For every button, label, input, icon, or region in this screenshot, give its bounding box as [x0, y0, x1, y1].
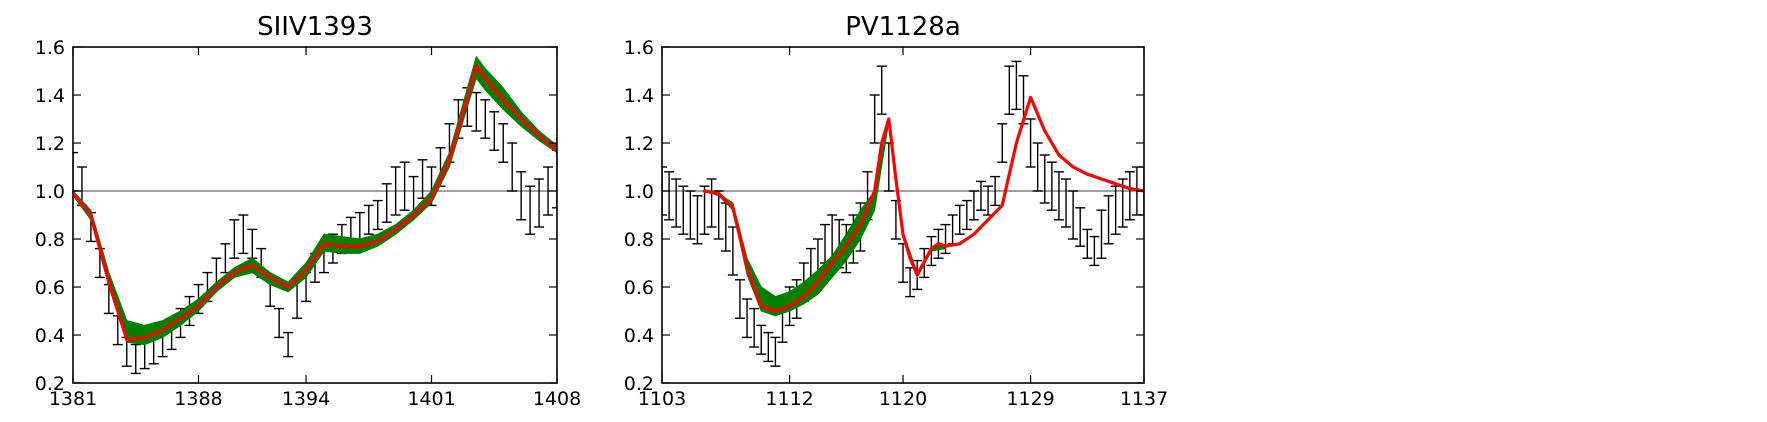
x-tick-label: 1401	[407, 388, 455, 410]
data-point	[1139, 166, 1144, 216]
data-point	[756, 324, 767, 355]
data-point	[130, 343, 141, 375]
data-point	[961, 199, 972, 231]
model-line	[73, 64, 557, 342]
y-tick-label: 1.6	[35, 37, 65, 59]
data-point	[274, 307, 285, 339]
y-tick-label: 1.0	[624, 181, 654, 203]
data-point	[1103, 195, 1114, 245]
data-point	[749, 307, 760, 348]
data-point	[692, 195, 703, 245]
data-point	[372, 199, 383, 231]
panel-pv1128a: PV1128a 1103 1112 1120 1129 1137 0.2 0.4 0.6 0.8…	[624, 12, 1168, 410]
y-tick-label: 1.4	[35, 85, 65, 107]
data-point	[516, 171, 527, 221]
y-tick-label: 0.2	[624, 373, 654, 395]
data-point	[498, 123, 509, 163]
data-point	[1039, 154, 1050, 204]
data-point	[1004, 65, 1015, 115]
panel-title: SIIV1393	[257, 12, 373, 42]
data-point	[1032, 142, 1043, 192]
data-point	[997, 123, 1008, 163]
data-point	[975, 180, 986, 211]
data-point	[1082, 228, 1093, 259]
y-tick-label: 0.2	[35, 373, 65, 395]
data-point	[706, 178, 717, 228]
data-point	[678, 185, 689, 235]
data-point	[699, 185, 710, 235]
data-point	[671, 178, 682, 228]
y-tick-label: 0.8	[624, 229, 654, 251]
data-point	[869, 94, 880, 144]
data-point	[229, 219, 240, 259]
x-tick-label: 1137	[1120, 388, 1168, 410]
panel-siiv1393: SIIV1393 1381 1388 1394 1401 1408 0.2 0.4 0.6 0.…	[35, 12, 581, 410]
model-line	[702, 95, 1144, 313]
data-point	[990, 175, 1001, 207]
y-tick-label: 0.6	[35, 277, 65, 299]
panel-title: PV1128a	[845, 12, 961, 42]
data-point	[1096, 209, 1107, 259]
data-point	[1053, 171, 1064, 221]
data-point	[399, 161, 410, 211]
data-point	[968, 190, 979, 221]
data-point	[763, 331, 774, 363]
data-point	[1025, 118, 1036, 168]
x-tick-label: 1112	[765, 388, 813, 410]
x-tick-label: 1394	[282, 388, 330, 410]
x-tick-label: 1129	[1006, 388, 1054, 410]
plot-frame	[72, 46, 558, 384]
data-point	[1124, 171, 1135, 221]
data-point	[876, 65, 887, 115]
data-point	[662, 166, 667, 216]
data-point	[283, 331, 294, 358]
y-tick-label: 0.8	[35, 229, 65, 251]
data-point	[742, 298, 753, 339]
y-tick-label: 1.0	[35, 181, 65, 203]
model-envelope-band	[73, 55, 557, 346]
x-tick-label: 1381	[49, 388, 97, 410]
data-point	[471, 91, 482, 132]
y-tick-label: 0.4	[35, 325, 65, 347]
data-point	[713, 190, 724, 240]
data-point	[525, 185, 536, 235]
data-point	[480, 99, 491, 139]
data-point	[507, 142, 518, 192]
y-tick-label: 1.2	[624, 133, 654, 155]
data-point	[543, 166, 554, 216]
data-point	[238, 214, 249, 255]
plot-frame	[661, 46, 1145, 384]
y-tick-label: 1.6	[624, 37, 654, 59]
data-point	[954, 204, 965, 235]
data-point	[1046, 161, 1057, 211]
data-point	[1068, 190, 1079, 240]
y-tick-label: 0.6	[624, 277, 654, 299]
y-tick-label: 0.4	[624, 325, 654, 347]
data-point	[390, 166, 401, 216]
data-point	[1061, 178, 1072, 228]
data-point	[1089, 235, 1100, 267]
data-point	[363, 204, 374, 235]
data-point	[1011, 60, 1022, 111]
plot-area	[662, 60, 1144, 367]
x-tick-label: 1388	[174, 388, 222, 410]
y-tick-label: 1.2	[35, 133, 65, 155]
x-tick-label: 1120	[879, 388, 927, 410]
data-point	[381, 183, 392, 223]
x-tick-label: 1103	[638, 388, 686, 410]
plot-area	[73, 55, 557, 375]
data-point	[664, 171, 675, 221]
data-point	[770, 336, 781, 367]
data-point	[534, 178, 545, 228]
data-point	[489, 111, 500, 151]
data-point	[685, 190, 696, 240]
data-point	[1075, 207, 1086, 247]
y-tick-label: 1.4	[624, 85, 654, 107]
data-point	[734, 279, 745, 319]
x-tick-label: 1408	[533, 388, 581, 410]
